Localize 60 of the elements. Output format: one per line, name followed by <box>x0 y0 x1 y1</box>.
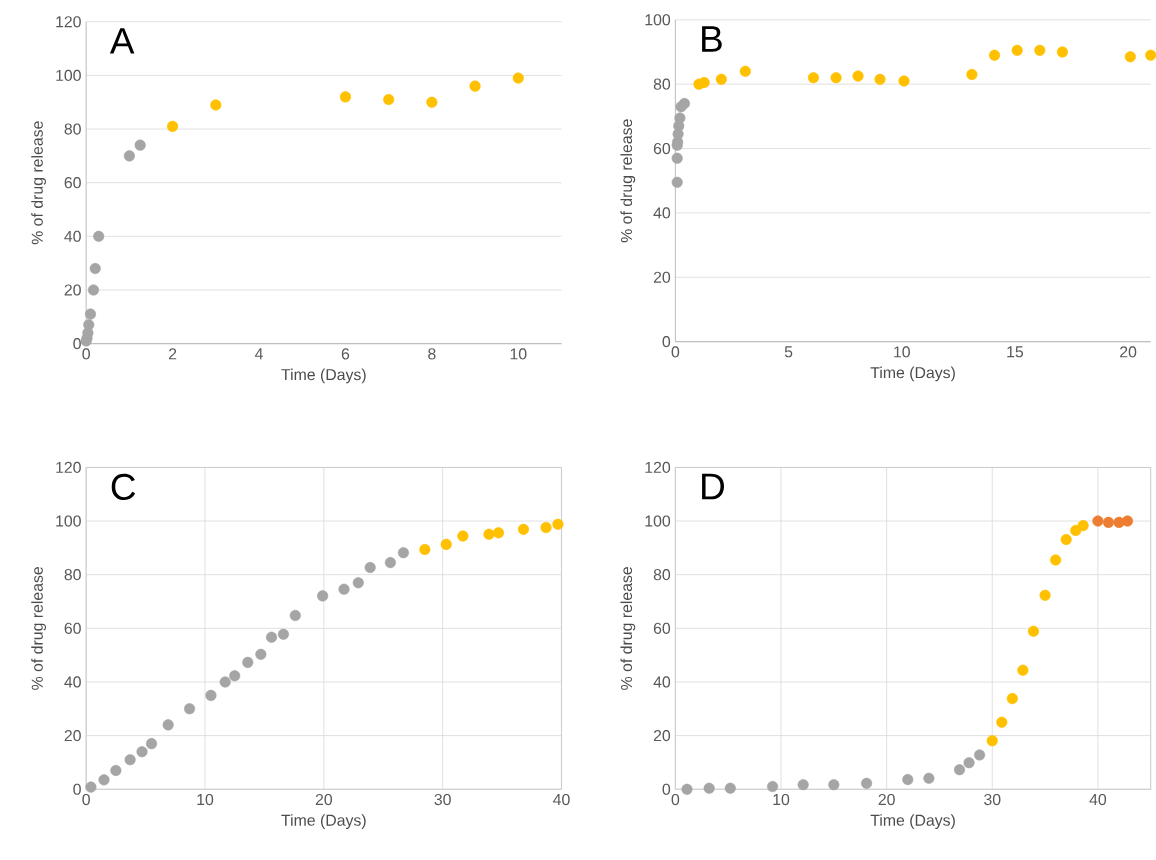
x-axis-title: Time (Days) <box>281 814 366 830</box>
x-tick-label: 10 <box>197 794 214 806</box>
x-axis-title: Time (Days) <box>281 368 366 384</box>
y-tick-label: 80 <box>653 569 671 581</box>
y-tick-label: 40 <box>653 676 671 688</box>
y-tick-label: 0 <box>73 783 81 796</box>
x-tick-label: 5 <box>784 346 793 358</box>
y-tick-label: 40 <box>64 230 81 243</box>
chart-title: A <box>109 28 135 54</box>
x-tick-label: 6 <box>341 348 350 360</box>
y-tick-label: 120 <box>56 462 81 474</box>
y-tick-label: 100 <box>645 14 671 26</box>
x-tick-label: 4 <box>254 348 263 360</box>
x-tick-label: 10 <box>510 348 527 360</box>
y-axis-title: % of drug release <box>31 567 46 691</box>
y-tick-label: 60 <box>653 143 671 155</box>
x-axis-title: Time (Days) <box>870 814 955 830</box>
x-tick-label: 0 <box>671 794 680 806</box>
y-tick-label: 60 <box>653 622 671 635</box>
x-tick-label: 0 <box>82 348 90 360</box>
y-axis-title: % of drug release <box>620 119 636 243</box>
x-tick-label: 20 <box>1120 346 1137 358</box>
y-tick-label: 20 <box>64 730 81 742</box>
chart-title: C <box>111 474 136 501</box>
x-tick-label: 2 <box>168 348 177 360</box>
x-tick-label: 30 <box>984 794 1001 806</box>
x-tick-label: 20 <box>878 794 895 806</box>
y-tick-label: 20 <box>653 730 671 742</box>
x-tick-label: 0 <box>671 346 680 358</box>
chart-title: D <box>702 474 724 500</box>
y-tick-label: 80 <box>64 569 81 581</box>
y-tick-label: 40 <box>64 676 81 688</box>
y-axis-title: % of drug release <box>620 567 636 691</box>
y-axis-title: % of drug release <box>31 121 46 245</box>
y-tick-label: 100 <box>56 70 81 82</box>
y-tick-label: 100 <box>645 515 671 527</box>
x-tick-label: 20 <box>315 794 333 806</box>
y-tick-label: 40 <box>653 207 671 219</box>
y-tick-label: 0 <box>73 338 81 350</box>
y-tick-label: 0 <box>662 783 671 796</box>
y-tick-label: 120 <box>56 16 81 28</box>
chart-title: B <box>702 26 722 52</box>
y-tick-label: 0 <box>662 336 671 348</box>
y-tick-label: 120 <box>645 462 671 474</box>
x-tick-label: 40 <box>1089 794 1107 806</box>
x-tick-label: 15 <box>1007 346 1024 358</box>
y-tick-label: 20 <box>653 271 671 284</box>
x-tick-label: 10 <box>894 346 910 358</box>
x-tick-label: 0 <box>82 794 90 806</box>
y-tick-label: 80 <box>653 78 671 90</box>
x-tick-label: 10 <box>773 794 790 806</box>
x-tick-label: 8 <box>428 348 436 360</box>
y-tick-label: 60 <box>64 622 81 635</box>
y-tick-label: 80 <box>64 123 81 135</box>
y-tick-label: 100 <box>56 515 81 527</box>
y-tick-label: 60 <box>64 177 81 189</box>
x-tick-label: 30 <box>434 794 451 806</box>
x-tick-label: 40 <box>553 794 570 806</box>
x-axis-title: Time (Days) <box>870 366 955 382</box>
y-tick-label: 20 <box>64 284 81 296</box>
